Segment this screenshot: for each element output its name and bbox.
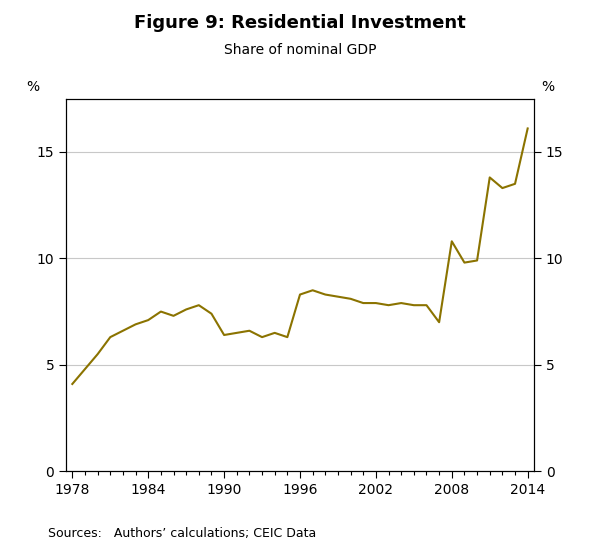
Text: Figure 9: Residential Investment: Figure 9: Residential Investment: [134, 14, 466, 32]
Text: Sources:   Authors’ calculations; CEIC Data: Sources: Authors’ calculations; CEIC Dat…: [48, 527, 316, 540]
Text: %: %: [26, 80, 40, 94]
Text: Share of nominal GDP: Share of nominal GDP: [224, 43, 376, 57]
Text: %: %: [541, 80, 554, 94]
